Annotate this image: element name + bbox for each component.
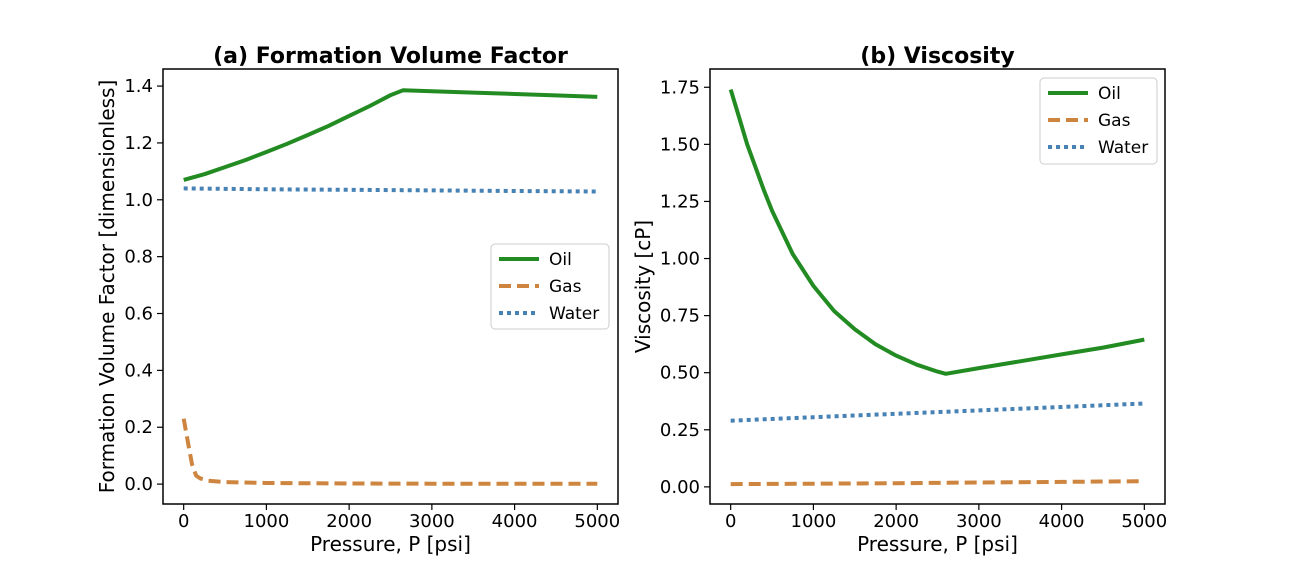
y-tick-label: 0.25 bbox=[660, 420, 700, 441]
x-tick-label: 4000 bbox=[1039, 511, 1085, 532]
series-line-oil bbox=[183, 88, 598, 182]
x-tick-label: 0 bbox=[725, 511, 736, 532]
legend-label-gas: Gas bbox=[1098, 111, 1131, 131]
y-tick-label: 0.50 bbox=[660, 363, 700, 384]
y-tick-label: 0.6 bbox=[124, 304, 153, 325]
chart-title: (a) Formation Volume Factor bbox=[213, 44, 568, 69]
y-axis-label: Viscosity [cP] bbox=[631, 220, 655, 353]
legend: Oil Gas Water bbox=[490, 243, 610, 330]
y-tick-label: 0.4 bbox=[124, 360, 153, 381]
x-axis-label: Pressure, P [psi] bbox=[857, 532, 1018, 556]
x-tick-label: 3000 bbox=[409, 511, 455, 532]
y-tick-label: 1.50 bbox=[660, 134, 700, 155]
x-tick-label: 3000 bbox=[956, 511, 1002, 532]
legend-box bbox=[1039, 77, 1158, 165]
series-line-water bbox=[183, 186, 598, 194]
x-tick-label: 2000 bbox=[326, 511, 372, 532]
y-tick-label: 1.2 bbox=[124, 133, 153, 154]
y-tick-label: 1.00 bbox=[660, 249, 700, 270]
y-tick-label: 1.25 bbox=[660, 191, 700, 212]
panel-viscosity: 0 1000 2000 3000 4000 5000 0.00 0.25 0.50 0.75 1.0… bbox=[631, 44, 1167, 556]
legend-label-water: Water bbox=[549, 304, 599, 324]
y-tick-label: 0.75 bbox=[660, 306, 700, 327]
y-tick-label: 0.00 bbox=[660, 477, 700, 498]
legend: Oil Gas Water bbox=[1039, 77, 1158, 165]
x-tick-label: 4000 bbox=[492, 511, 538, 532]
y-tick-label: 1.0 bbox=[124, 190, 153, 211]
y-tick-label: 0.2 bbox=[124, 417, 153, 438]
series-line-water bbox=[730, 401, 1145, 423]
axes-frame bbox=[709, 68, 1166, 505]
x-tick-label: 5000 bbox=[1121, 511, 1167, 532]
series-line-gas bbox=[730, 479, 1145, 487]
legend-label-gas: Gas bbox=[549, 277, 582, 297]
legend-label-oil: Oil bbox=[549, 250, 572, 270]
x-axis-label: Pressure, P [psi] bbox=[310, 532, 471, 556]
x-tick-label: 5000 bbox=[574, 511, 620, 532]
x-tick-label: 2000 bbox=[873, 511, 919, 532]
y-tick-label: 0.8 bbox=[124, 247, 153, 268]
legend-label-water: Water bbox=[1098, 138, 1148, 158]
legend-label-oil: Oil bbox=[1098, 84, 1121, 104]
x-tick-label: 0 bbox=[178, 511, 189, 532]
y-tick-label: 1.4 bbox=[124, 76, 153, 97]
axes-frame bbox=[162, 68, 619, 505]
x-tick-label: 1000 bbox=[791, 511, 837, 532]
y-axis-label: Formation Volume Factor [dimensionless] bbox=[95, 80, 119, 494]
y-tick-label: 1.75 bbox=[660, 77, 700, 98]
x-tick-label: 1000 bbox=[244, 511, 290, 532]
y-tick-label: 0.0 bbox=[124, 474, 153, 495]
series-line-oil bbox=[728, 89, 1145, 376]
series-line-gas bbox=[181, 418, 598, 486]
panel-formation-volume-factor: 0 1000 2000 3000 4000 5000 0.0 0.2 0.4 0.6 0.8 1.0 1… bbox=[95, 44, 620, 556]
legend-box bbox=[490, 243, 610, 330]
chart-title: (b) Viscosity bbox=[860, 44, 1014, 69]
